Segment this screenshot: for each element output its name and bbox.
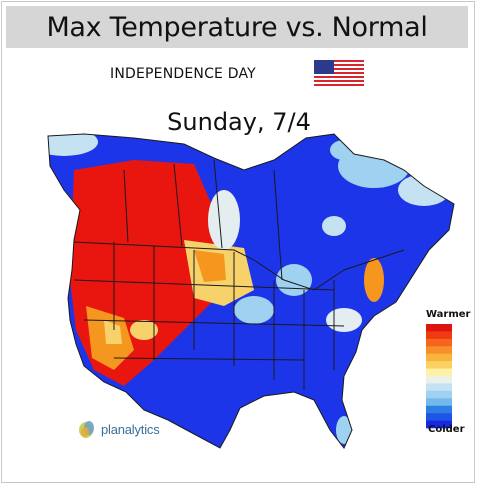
legend-swatch: [426, 324, 452, 332]
legend-swatch: [426, 376, 452, 384]
planalytics-logo-icon: [79, 421, 94, 438]
legend-swatch: [426, 353, 452, 362]
legend-warmer-label: Warmer: [426, 309, 471, 320]
legend-swatch: [426, 405, 452, 414]
temperature-anomaly-map: [47, 133, 455, 449]
color-legend: [426, 324, 452, 429]
title-bar: Max Temperature vs. Normal: [6, 6, 468, 48]
holiday-label: INDEPENDENCE DAY: [110, 66, 256, 82]
page-title: Max Temperature vs. Normal: [46, 11, 428, 43]
legend-swatch: [426, 346, 452, 355]
date-label: Sunday, 7/4: [167, 108, 311, 136]
legend-swatch: [426, 390, 452, 399]
brand-name: planalytics: [101, 421, 160, 437]
legend-swatch: [426, 368, 452, 377]
legend-swatch: [426, 413, 452, 421]
legend-colder-label: Colder: [428, 424, 465, 435]
legend-swatch: [426, 398, 452, 407]
legend-swatch: [426, 338, 452, 347]
legend-swatch: [426, 420, 452, 429]
planalytics-logo: planalytics: [78, 418, 160, 440]
legend-swatch: [426, 361, 452, 369]
legend-swatch: [426, 331, 452, 340]
us-flag-icon: [314, 60, 364, 86]
legend-swatch: [426, 383, 452, 392]
